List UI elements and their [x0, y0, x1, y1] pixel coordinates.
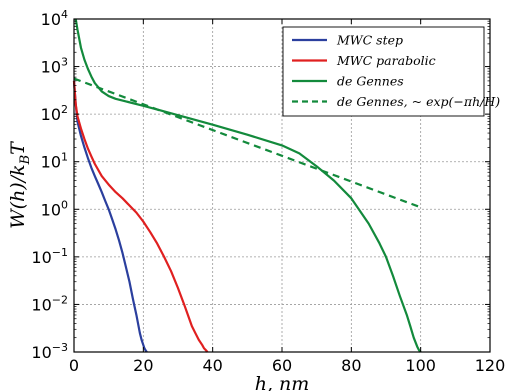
- y-tick-label: 103: [41, 56, 68, 77]
- x-tick-label: 100: [405, 356, 436, 375]
- legend-label: de Gennes: [337, 74, 404, 89]
- x-axis-label: h, nm: [255, 373, 310, 391]
- y-axis-label: W(h)/kBT: [7, 141, 33, 229]
- series-line-mwc-step: [72, 80, 148, 353]
- series-line-de-gennes-exp-h-h: [73, 77, 422, 209]
- x-tick-label: 60: [272, 356, 292, 375]
- y-tick-label: 102: [41, 103, 68, 124]
- x-tick-label: 80: [341, 356, 361, 375]
- legend-label: MWC step: [336, 33, 403, 48]
- y-tick-label: 10−1: [31, 246, 68, 267]
- legend-label: de Gennes, ~ exp(−πh/H): [337, 94, 500, 109]
- y-tick-label: 104: [41, 8, 68, 29]
- x-tick-label: 120: [475, 356, 506, 375]
- y-tick-label: 101: [41, 151, 68, 172]
- series-line-mwc-parabolic: [72, 80, 209, 353]
- ticks: [73, 18, 491, 353]
- x-tick-labels: 0 20 40 60 80 100 120: [69, 356, 505, 375]
- x-tick-label: 20: [133, 356, 153, 375]
- series-line-de-gennes: [74, 18, 422, 353]
- grid: [74, 19, 490, 352]
- legend-label: MWC parabolic: [336, 53, 436, 68]
- x-tick-label: 40: [202, 356, 222, 375]
- y-tick-label: 100: [41, 198, 68, 219]
- x-tick-label: 0: [69, 356, 79, 375]
- y-tick-label: 10−3: [31, 341, 68, 362]
- y-tick-label: 10−2: [31, 293, 68, 314]
- legend: MWC step MWC parabolic de Gennes de Gennes,…: [282, 26, 500, 117]
- y-tick-labels: 10−3 10−2 10−1 100 101 102 103 104: [31, 8, 68, 362]
- series-group: [72, 18, 422, 353]
